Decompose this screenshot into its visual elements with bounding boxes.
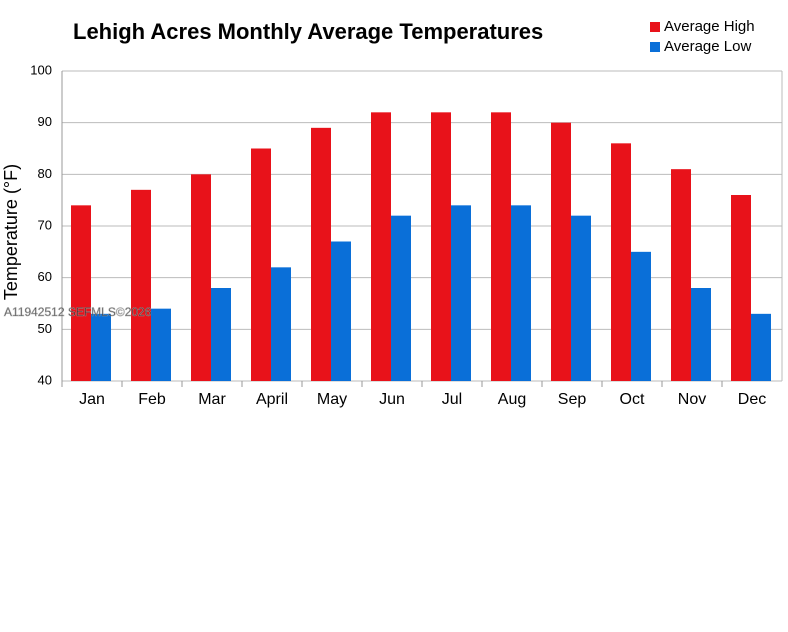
y-tick-label: 40 bbox=[38, 372, 52, 387]
x-tick-label: Jul bbox=[442, 391, 462, 408]
x-tick-label: Sep bbox=[558, 391, 587, 408]
watermark: A11942512 SEFMLS©2026 bbox=[4, 305, 152, 319]
bar bbox=[571, 215, 591, 381]
y-tick-label: 100 bbox=[30, 62, 52, 77]
bar bbox=[431, 112, 451, 381]
chart-title: Lehigh Acres Monthly Average Temperature… bbox=[73, 19, 543, 44]
y-tick-label: 60 bbox=[38, 269, 52, 284]
x-tick-label: April bbox=[256, 391, 288, 408]
bar bbox=[751, 313, 771, 381]
x-tick-label: Feb bbox=[138, 391, 166, 408]
y-axis-label: Temperature (°F) bbox=[1, 164, 21, 300]
bar bbox=[251, 148, 271, 381]
bar bbox=[91, 313, 111, 381]
y-tick-label: 50 bbox=[38, 321, 52, 336]
x-tick-label: Aug bbox=[498, 391, 526, 408]
bar bbox=[551, 122, 571, 382]
bar bbox=[491, 112, 511, 381]
bar bbox=[191, 174, 211, 381]
x-tick-label: Jun bbox=[379, 391, 405, 408]
y-tick-label: 80 bbox=[38, 166, 52, 181]
x-tick-label: Mar bbox=[198, 391, 226, 408]
legend-label: Average High bbox=[664, 18, 755, 35]
bar bbox=[71, 205, 91, 381]
bar bbox=[211, 288, 231, 381]
bar bbox=[271, 267, 291, 381]
bar bbox=[671, 169, 691, 381]
bar bbox=[131, 189, 151, 381]
bar bbox=[331, 241, 351, 381]
x-tick-label: Dec bbox=[738, 391, 766, 408]
x-tick-label: Oct bbox=[620, 391, 645, 408]
legend-swatch bbox=[650, 42, 660, 52]
x-tick-label: Jan bbox=[79, 391, 105, 408]
y-tick-label: 70 bbox=[38, 217, 52, 232]
bar bbox=[511, 205, 531, 381]
bar bbox=[631, 251, 651, 381]
bar bbox=[391, 215, 411, 381]
bar bbox=[731, 195, 751, 381]
x-tick-label: May bbox=[317, 391, 347, 408]
bar bbox=[151, 308, 171, 381]
legend-swatch bbox=[650, 22, 660, 32]
y-tick-label: 90 bbox=[38, 114, 52, 129]
bar bbox=[451, 205, 471, 381]
bar bbox=[371, 112, 391, 381]
x-tick-label: Nov bbox=[678, 391, 706, 408]
bar bbox=[611, 143, 631, 381]
bar bbox=[311, 127, 331, 381]
legend-label: Average Low bbox=[664, 38, 751, 55]
bar bbox=[691, 288, 711, 381]
